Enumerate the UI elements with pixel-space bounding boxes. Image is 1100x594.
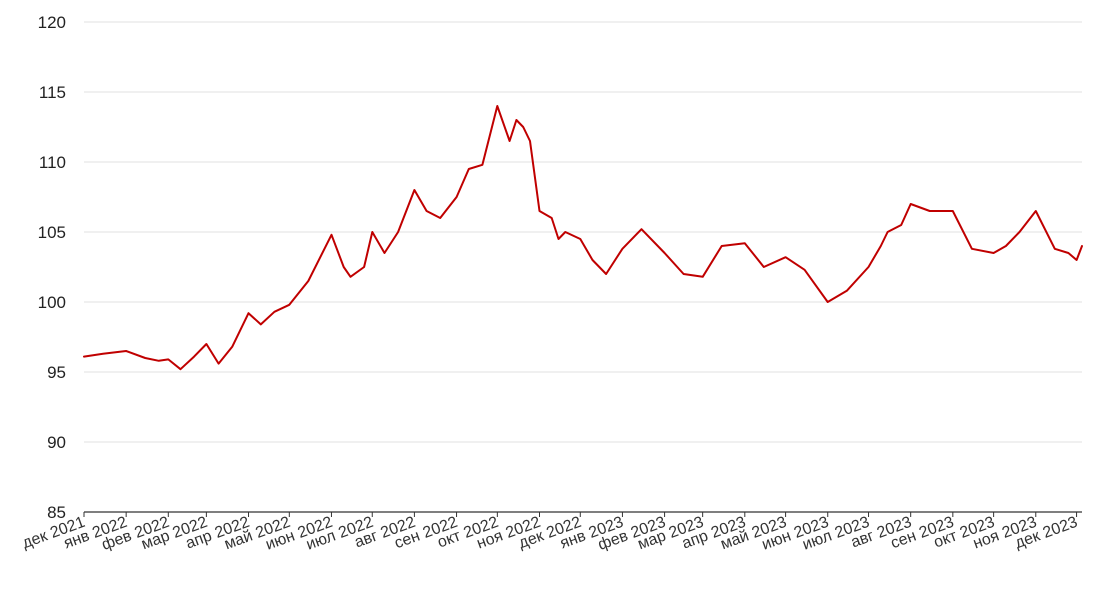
x-axis bbox=[83, 511, 1082, 517]
y-tick-label: 85 bbox=[47, 503, 66, 522]
y-tick-label: 105 bbox=[38, 223, 66, 242]
y-tick-label: 120 bbox=[38, 13, 66, 32]
y-tick-label: 115 bbox=[39, 83, 66, 102]
y-tick-label: 90 bbox=[47, 433, 66, 452]
y-tick-label: 95 bbox=[47, 363, 66, 382]
y-tick-label: 100 bbox=[38, 293, 66, 312]
y-axis-tick-labels: 85 90 95 100 105 110 115 120 bbox=[38, 13, 66, 522]
y-tick-label: 110 bbox=[39, 153, 66, 172]
series-line bbox=[83, 105, 1083, 371]
gridlines bbox=[84, 21, 1082, 443]
series-line-group bbox=[83, 105, 1083, 371]
